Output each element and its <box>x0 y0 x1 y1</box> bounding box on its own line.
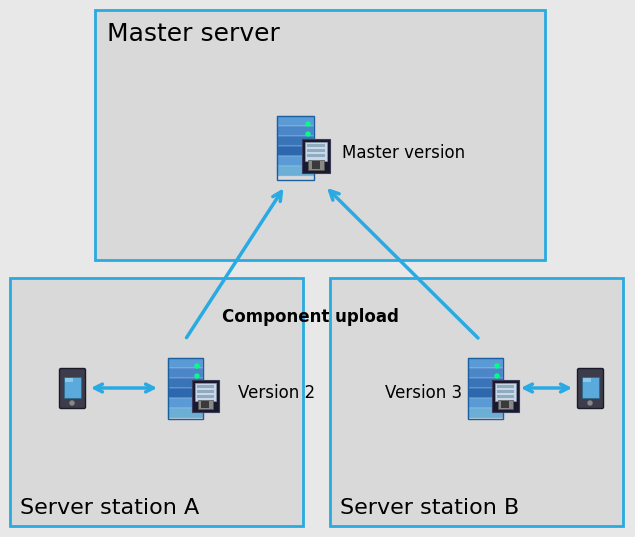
Bar <box>277 116 314 180</box>
Text: Server station B: Server station B <box>340 498 519 518</box>
Bar <box>95 10 545 260</box>
FancyBboxPatch shape <box>60 368 86 409</box>
Bar <box>201 401 209 408</box>
Bar <box>305 142 327 161</box>
Text: Master version: Master version <box>342 144 465 162</box>
Bar <box>307 149 325 152</box>
Bar <box>497 385 514 388</box>
Circle shape <box>495 384 499 388</box>
Bar <box>497 395 514 398</box>
Bar <box>168 378 203 388</box>
Bar <box>197 390 214 393</box>
Text: Component upload: Component upload <box>222 308 398 326</box>
Bar <box>582 377 599 398</box>
Bar <box>192 380 219 412</box>
Bar <box>64 377 81 398</box>
Bar <box>498 400 513 409</box>
Bar <box>330 278 623 526</box>
Circle shape <box>306 132 310 136</box>
Bar <box>65 378 73 382</box>
Bar <box>168 408 203 418</box>
Bar <box>468 388 503 398</box>
Bar <box>307 154 325 157</box>
Bar <box>168 398 203 408</box>
Bar <box>277 116 314 126</box>
Circle shape <box>195 364 199 368</box>
Text: Master server: Master server <box>107 22 280 46</box>
Bar <box>168 358 203 368</box>
Bar <box>308 160 324 170</box>
Bar <box>168 368 203 378</box>
Bar <box>195 383 216 401</box>
Bar <box>302 139 330 173</box>
Circle shape <box>306 142 310 146</box>
Circle shape <box>495 374 499 378</box>
Bar <box>277 126 314 136</box>
Bar <box>307 144 325 147</box>
Bar <box>197 395 214 398</box>
Bar <box>197 385 214 388</box>
Circle shape <box>195 374 199 378</box>
FancyBboxPatch shape <box>577 368 603 409</box>
Bar <box>10 278 303 526</box>
Bar <box>492 380 519 412</box>
Bar <box>277 136 314 146</box>
Bar <box>277 156 314 166</box>
Circle shape <box>195 384 199 388</box>
Text: Version 3: Version 3 <box>385 384 462 402</box>
Text: Version 2: Version 2 <box>238 384 315 402</box>
Bar <box>198 400 213 409</box>
Bar <box>168 388 203 398</box>
Bar <box>501 401 509 408</box>
Bar <box>277 166 314 176</box>
Bar <box>468 368 503 378</box>
Bar <box>277 146 314 156</box>
Bar <box>468 398 503 408</box>
Bar <box>495 383 516 401</box>
Bar <box>312 161 320 169</box>
Text: Server station A: Server station A <box>20 498 199 518</box>
Circle shape <box>306 122 310 126</box>
Bar <box>468 378 503 388</box>
Bar <box>168 358 203 419</box>
Circle shape <box>588 401 592 405</box>
Bar <box>583 378 591 382</box>
Bar <box>468 358 503 368</box>
Circle shape <box>495 364 499 368</box>
Bar <box>468 408 503 418</box>
Bar <box>497 390 514 393</box>
Bar <box>468 358 503 419</box>
Circle shape <box>70 401 74 405</box>
